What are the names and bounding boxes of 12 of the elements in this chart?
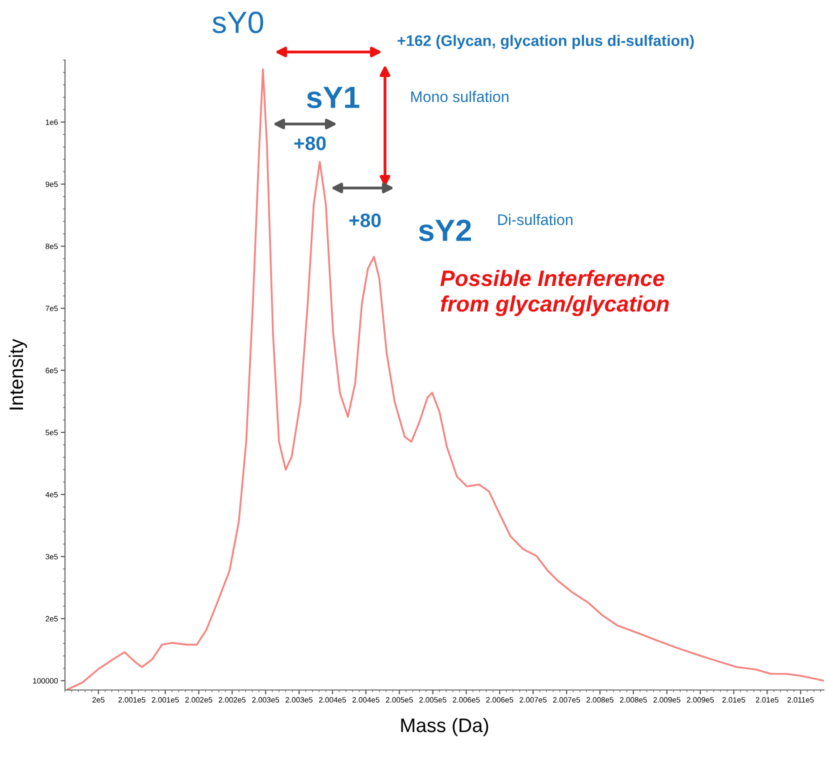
annotation: sY1 [306,86,360,108]
annotation: Possible Interference from glycan/glycation [440,270,669,316]
text: +162 (Glycan, glycation plus di-sulfation) [398,34,694,50]
annotation: Di-sulfation [498,214,572,226]
y-axis-title: Intensity [8,338,28,410]
annotation: +80 [294,136,326,150]
annotation: +80 [349,213,381,228]
line-series [66,68,824,690]
annotation: sY2 [418,220,471,242]
annotation: Mono sulfation [411,90,508,102]
text: sY0 [212,12,264,34]
x-axis-title: Mass (Da) [401,718,488,736]
